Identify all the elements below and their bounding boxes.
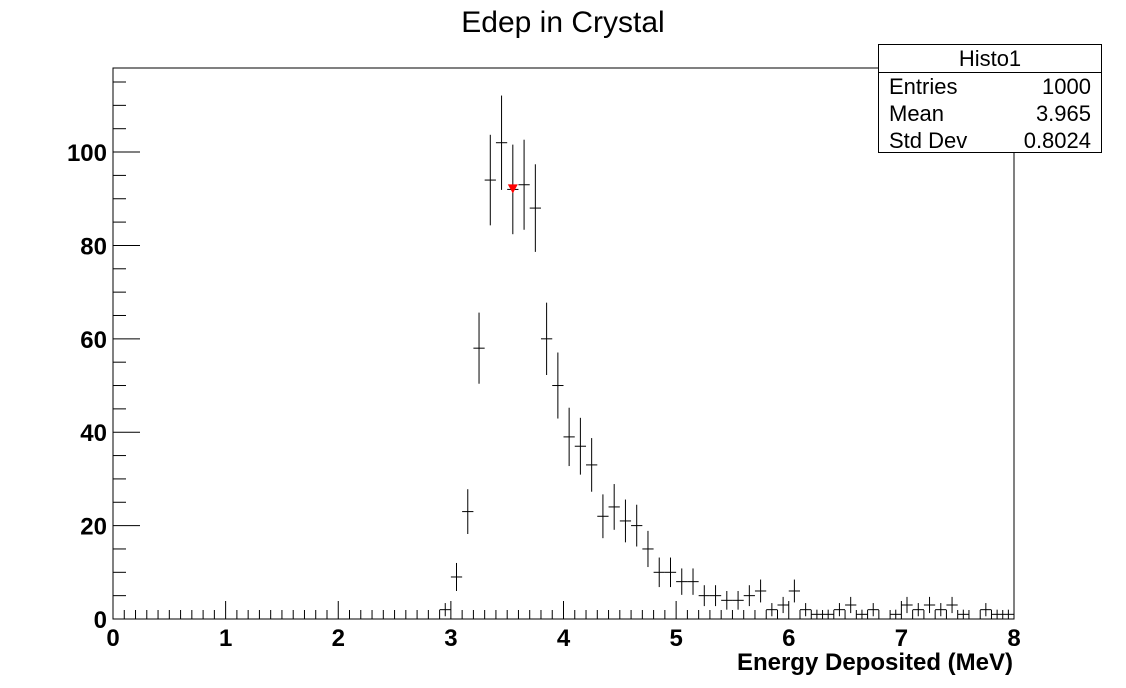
histogram-bin xyxy=(833,603,846,617)
stats-value: 1000 xyxy=(1042,74,1091,99)
marker-layer xyxy=(507,184,518,194)
histogram-bin xyxy=(529,164,541,252)
histogram-bin xyxy=(845,596,857,614)
stats-label: Entries xyxy=(889,74,958,99)
histogram-bin xyxy=(800,603,812,617)
histogram-bins xyxy=(439,95,1014,620)
x-axis-label: Energy Deposited (MeV) xyxy=(737,649,1013,676)
stats-value: 3.965 xyxy=(1035,101,1091,126)
histogram-bin xyxy=(664,557,677,588)
histogram-bin xyxy=(518,139,530,230)
stats-row-entries: Entries 1000 xyxy=(879,73,1101,100)
histogram-bin xyxy=(811,609,823,619)
histogram-bin xyxy=(473,312,485,384)
histogram-bin xyxy=(439,603,451,617)
y-tick-label: 0 xyxy=(94,607,107,634)
histogram-bin xyxy=(495,95,508,190)
histogram-bin xyxy=(822,609,834,619)
x-tick-label: 0 xyxy=(106,625,119,652)
histogram-bin xyxy=(597,494,609,539)
histogram-bin xyxy=(867,603,879,617)
histogram-bin xyxy=(754,579,767,603)
histogram-bin xyxy=(642,530,654,568)
x-tick-label: 6 xyxy=(782,625,795,652)
y-tick-label: 80 xyxy=(80,233,107,260)
histogram-bin xyxy=(631,504,643,547)
histogram-bin xyxy=(788,579,801,603)
histogram-bin xyxy=(766,603,778,617)
histogram-bin xyxy=(721,590,733,610)
y-tick-label: 20 xyxy=(80,514,107,541)
histogram-bin xyxy=(732,590,744,610)
histogram-bin xyxy=(946,596,958,614)
histogram-bin xyxy=(552,352,564,419)
histogram-bin xyxy=(608,484,620,530)
stats-value: 0.8024 xyxy=(1023,128,1091,153)
x-tick-label: 1 xyxy=(219,625,232,652)
x-tick-label: 2 xyxy=(332,625,345,652)
x-tick-label: 7 xyxy=(895,625,908,652)
histogram-bin xyxy=(1002,609,1014,619)
x-tick-label: 8 xyxy=(1007,625,1020,652)
histogram-bin xyxy=(574,417,587,475)
y-tick-label: 100 xyxy=(67,140,107,167)
histogram-bin xyxy=(676,568,688,595)
x-tick-label: 3 xyxy=(444,625,457,652)
histogram-bin xyxy=(462,489,474,534)
histogram-bin xyxy=(957,609,969,619)
y-tick-label: 40 xyxy=(80,420,107,447)
histogram-bin xyxy=(901,596,913,614)
histogram-bin xyxy=(450,562,463,591)
histogram-bin xyxy=(935,603,947,617)
histogram-bin xyxy=(743,585,755,607)
histogram-bin xyxy=(991,609,1003,619)
x-tick-label: 4 xyxy=(557,625,571,652)
histogram-bin xyxy=(563,407,575,467)
histogram-bin xyxy=(856,609,868,619)
histogram-bin xyxy=(586,438,598,492)
stats-label: Std Dev xyxy=(889,128,968,153)
histogram-bin xyxy=(709,585,722,607)
histogram-bin xyxy=(890,609,902,619)
histogram-bin xyxy=(698,585,710,607)
histogram-bin xyxy=(687,568,699,595)
y-tick-label: 60 xyxy=(80,327,107,354)
stats-box: Histo1 Entries 1000 Mean 3.965 Std Dev 0… xyxy=(878,44,1102,153)
histogram-bin xyxy=(619,499,632,543)
histogram-bin xyxy=(923,596,936,614)
x-tick-label: 5 xyxy=(669,625,682,652)
stats-box-title: Histo1 xyxy=(879,45,1101,73)
stats-row-std-dev: Std Dev 0.8024 xyxy=(879,127,1101,154)
histogram-bin xyxy=(777,596,789,614)
stats-label: Mean xyxy=(889,101,945,126)
chart-title: Edep in Crystal xyxy=(461,6,664,39)
histogram-bin xyxy=(653,557,665,588)
stats-row-mean: Mean 3.965 xyxy=(879,100,1101,127)
x-axis: 0 1 2 3 4 5 6 7 8 xyxy=(106,601,1021,652)
histogram-bin xyxy=(912,603,924,617)
histogram-bin xyxy=(980,603,992,617)
red-triangle-marker xyxy=(507,184,518,194)
y-axis: 0 20 40 60 80 100 xyxy=(67,81,140,634)
histogram-bin xyxy=(484,134,496,226)
histogram-bin xyxy=(540,302,553,376)
